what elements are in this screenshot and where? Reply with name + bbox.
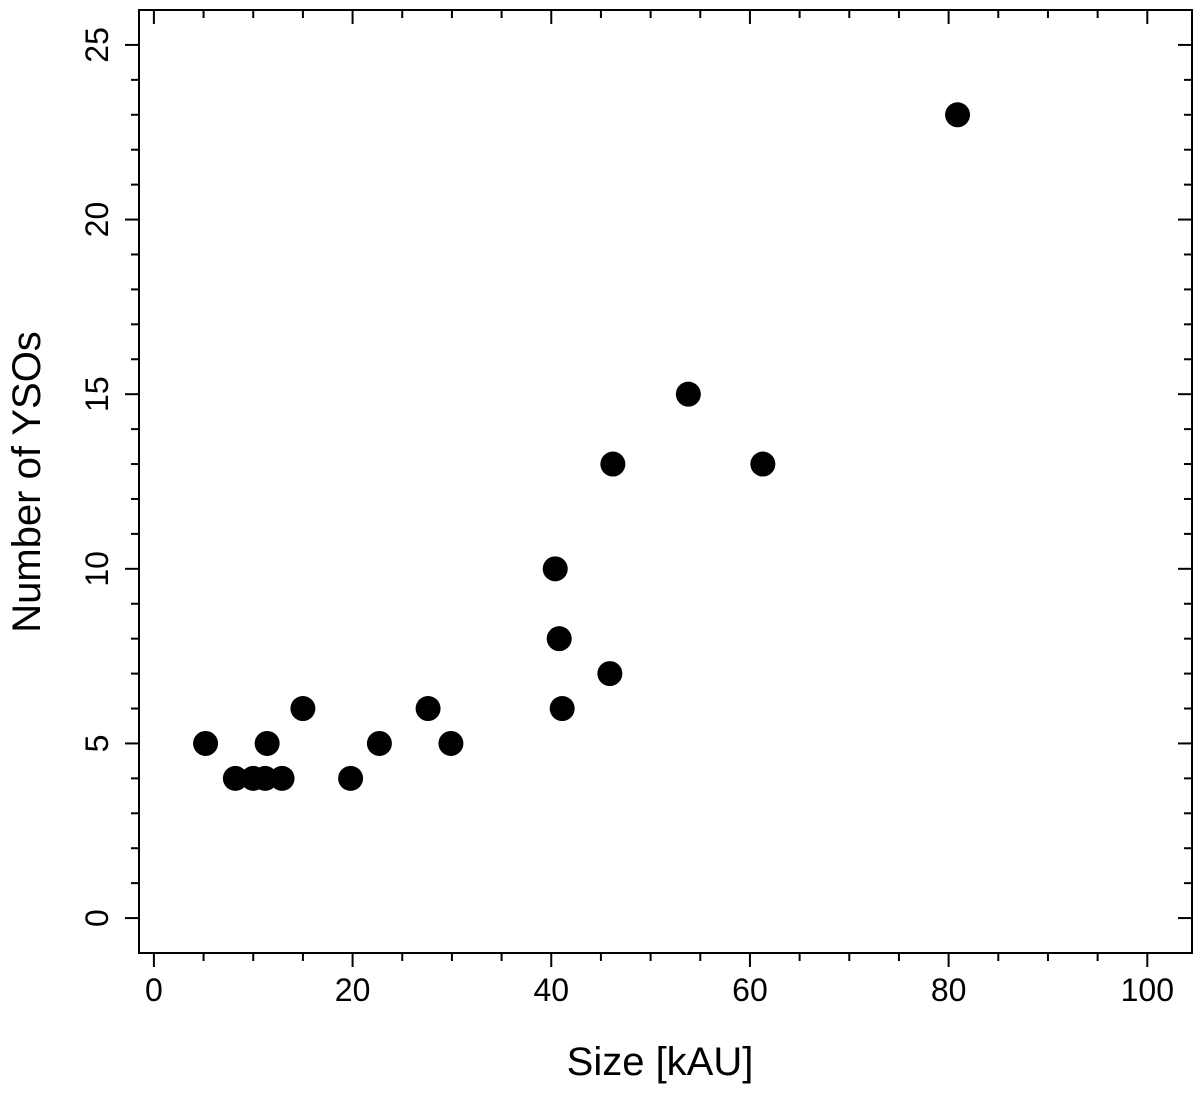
data-point — [945, 102, 971, 128]
data-point — [338, 765, 364, 791]
data-point — [254, 730, 280, 756]
y-axis-title: Number of YSOs — [5, 331, 49, 633]
data-point — [269, 765, 295, 791]
data-point — [222, 765, 248, 791]
y-axis-ticks: 0 5 10 15 20 25 — [79, 27, 1192, 927]
data-point — [438, 730, 464, 756]
x-axis-title: Size [kAU] — [567, 1040, 754, 1084]
data-point — [415, 696, 441, 722]
data-point — [193, 730, 219, 756]
y-tick-label: 0 — [79, 909, 115, 927]
x-tick-label: 60 — [732, 972, 768, 1008]
data-point — [600, 451, 626, 477]
data-point — [597, 661, 623, 687]
data-point — [675, 381, 701, 407]
x-tick-label: 40 — [533, 972, 569, 1008]
data-point — [546, 626, 572, 652]
y-tick-label: 25 — [79, 27, 115, 63]
data-points — [193, 102, 971, 791]
plot-frame — [138, 9, 1193, 954]
x-tick-label: 0 — [145, 972, 163, 1008]
data-point — [542, 556, 568, 582]
y-tick-label: 10 — [79, 551, 115, 587]
y-tick-label: 15 — [79, 376, 115, 412]
data-point — [549, 696, 575, 722]
data-point — [750, 451, 776, 477]
x-tick-label: 20 — [335, 972, 371, 1008]
x-axis-ticks: 0 20 40 60 80 100 — [145, 10, 1174, 1008]
data-point — [366, 730, 392, 756]
x-tick-label: 100 — [1121, 972, 1174, 1008]
x-tick-label: 80 — [931, 972, 967, 1008]
data-point — [290, 696, 316, 722]
y-tick-label: 20 — [79, 202, 115, 238]
y-tick-label: 5 — [79, 735, 115, 753]
